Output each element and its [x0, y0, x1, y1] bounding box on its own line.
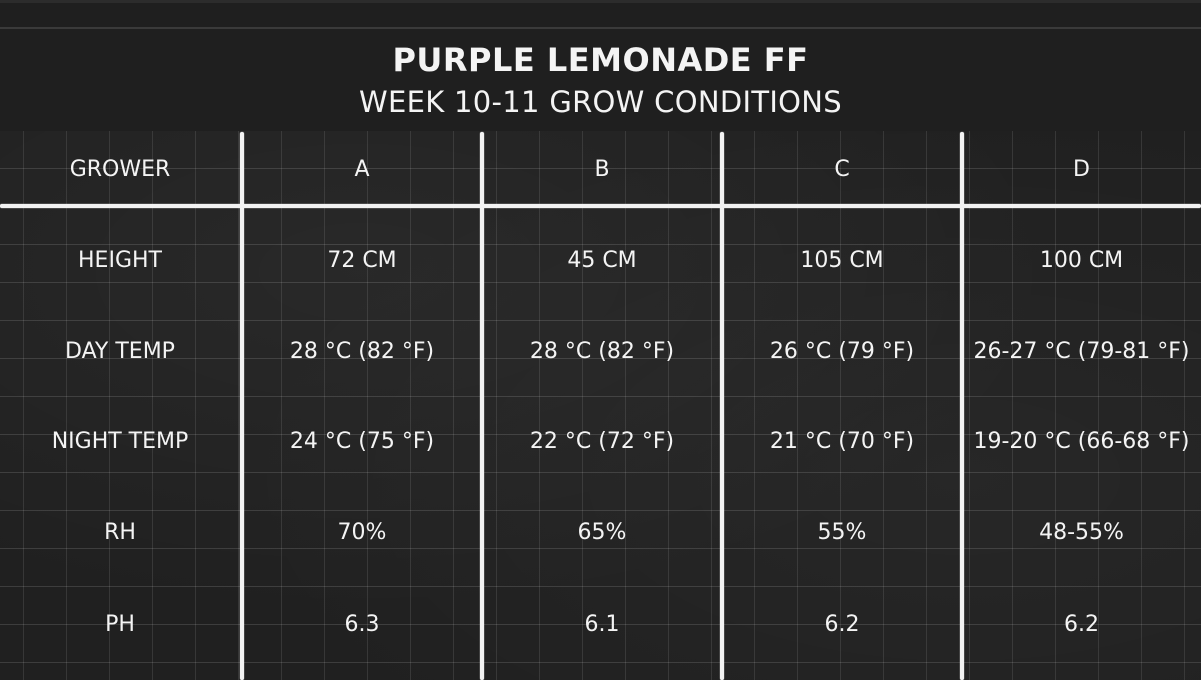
- table-cell: 21 °C (70 °F): [769, 429, 915, 454]
- column-divider: [960, 132, 964, 680]
- table-cell: 48-55%: [1039, 520, 1124, 545]
- row-label-ph: PH: [105, 612, 135, 637]
- table-cell: 26 °C (79 °F): [769, 339, 915, 364]
- table-cell: 6.3: [344, 612, 380, 637]
- row-label-rh: RH: [104, 520, 136, 545]
- table-cell: 65%: [577, 520, 627, 545]
- table-cell: 22 °C (72 °F): [529, 429, 675, 454]
- column-header-c: C: [834, 157, 850, 182]
- table-cell: 105 CM: [800, 248, 884, 273]
- table-cell: 24 °C (75 °F): [289, 429, 435, 454]
- row-label-night-temp: NIGHT TEMP: [51, 429, 189, 454]
- column-divider: [240, 132, 244, 680]
- table-cell: 28 °C (82 °F): [289, 339, 435, 364]
- page-title: PURPLE LEMONADE FF: [392, 41, 809, 79]
- header-divider: [0, 204, 1201, 208]
- page-subtitle: WEEK 10-11 GROW CONDITIONS: [358, 85, 843, 119]
- title-block: PURPLE LEMONADE FF WEEK 10-11 GROW CONDI…: [0, 0, 1201, 131]
- column-header-a: A: [354, 157, 370, 182]
- table-cell: 6.1: [584, 612, 620, 637]
- table-cell: 26-27 °C (79-81 °F): [973, 339, 1190, 364]
- table-cell: 55%: [817, 520, 867, 545]
- row-label-day-temp: DAY TEMP: [65, 339, 175, 364]
- table-cell: 6.2: [824, 612, 860, 637]
- table-cell: 6.2: [1064, 612, 1099, 637]
- table-cell: 45 CM: [567, 248, 637, 273]
- column-header-b: B: [594, 157, 610, 182]
- table-cell: 70%: [337, 520, 387, 545]
- column-header-d: D: [1073, 157, 1090, 182]
- table-cell: 72 CM: [327, 248, 397, 273]
- table-cell: 100 CM: [1039, 248, 1124, 273]
- table-cell: 19-20 °C (66-68 °F): [973, 429, 1190, 454]
- column-header-grower: GROWER: [69, 157, 171, 182]
- row-label-height: HEIGHT: [78, 248, 162, 273]
- column-divider: [480, 132, 484, 680]
- column-divider: [720, 132, 724, 680]
- table-cell: 28 °C (82 °F): [529, 339, 675, 364]
